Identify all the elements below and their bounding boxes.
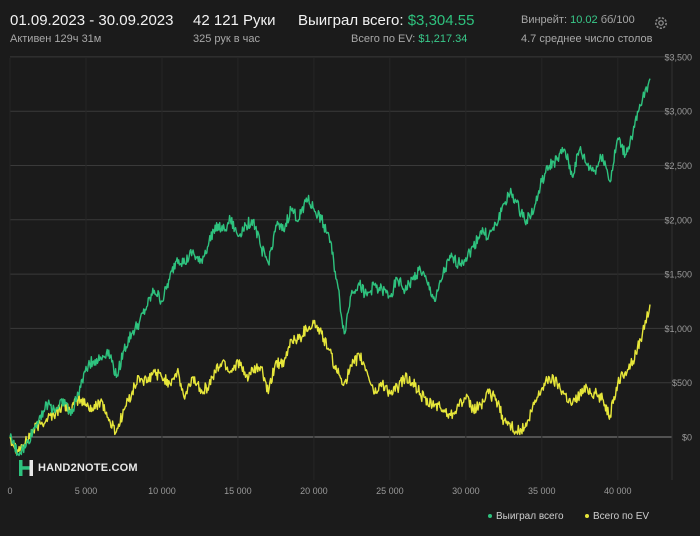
legend-won-dot: [488, 514, 492, 519]
x-tick-label: 10 000: [148, 486, 176, 496]
x-tick-label: 5 000: [75, 486, 98, 496]
series-line-ev: [9, 304, 651, 456]
winrate-unit: бб/100: [600, 14, 635, 26]
y-tick-label: $3,500: [664, 52, 692, 62]
x-tick-label: 25 000: [376, 486, 404, 496]
won-total: Выиграл всего: $3,304.55: [298, 12, 474, 29]
hands-count: 42 121 Руки: [193, 12, 276, 29]
y-tick-label: $3,000: [664, 107, 692, 117]
date-range[interactable]: 01.09.2023 - 30.09.2023: [10, 12, 174, 29]
legend-ev-label: Всего по EV: [593, 511, 650, 522]
y-tick-label: $2,500: [664, 161, 692, 171]
logo-text: HAND2NOTE.COM: [38, 462, 138, 474]
winrate-value: 10.02: [570, 14, 598, 26]
won-total-label: Выиграл всего:: [298, 12, 404, 29]
y-tick-label: $1,000: [664, 324, 692, 334]
hand2note-logo-icon: [19, 460, 33, 476]
gear-icon[interactable]: [653, 15, 669, 31]
legend-won[interactable]: Выиграл всего: [488, 511, 564, 522]
ev-total-value: $1,217.34: [418, 33, 468, 45]
x-tick-label: 0: [7, 486, 12, 496]
x-tick-label: 20 000: [300, 486, 328, 496]
legend-ev-dot: [585, 514, 589, 519]
ev-total-label: Всего по EV:: [351, 33, 416, 45]
y-tick-label: $500: [672, 378, 692, 388]
pnl-chart: $0 $500 $1,000 $1,500 $2,000 $2,500 $3,000 $3,5…: [7, 52, 692, 496]
avg-tables: 4.7 среднее число столов: [521, 33, 653, 45]
won-total-value: $3,304.55: [407, 12, 475, 29]
x-tick-label: 15 000: [224, 486, 252, 496]
x-tick-label: 30 000: [452, 486, 480, 496]
hands-per-hour: 325 рук в час: [193, 33, 261, 45]
y-axis-labels: $0 $500 $1,000 $1,500 $2,000 $2,500 $3,000 $3,5…: [664, 52, 692, 442]
y-tick-label: $0: [682, 433, 692, 443]
legend-ev[interactable]: Всего по EV: [585, 511, 649, 522]
active-time: Активен 129ч 31м: [10, 33, 102, 45]
ev-total: Всего по EV: $1,217.34: [351, 33, 467, 45]
chart-series: [9, 78, 651, 457]
hand2note-logo: HAND2NOTE.COM: [18, 458, 138, 478]
y-tick-label: $2,000: [664, 215, 692, 225]
y-tick-label: $1,500: [664, 270, 692, 280]
x-tick-label: 40 000: [604, 486, 632, 496]
winrate: Винрейт: 10.02 бб/100: [521, 14, 635, 26]
legend-won-label: Выиграл всего: [496, 511, 564, 522]
header: 01.09.2023 - 30.09.2023 Активен 129ч 31м…: [0, 0, 700, 52]
x-tick-label: 35 000: [528, 486, 556, 496]
x-axis-labels: 0 5 000 10 000 15 000 20 000 25 000 30 000 35 0…: [7, 486, 631, 496]
winrate-label: Винрейт:: [521, 14, 568, 26]
series-line-won: [9, 78, 651, 457]
chart-grid: [9, 56, 673, 480]
